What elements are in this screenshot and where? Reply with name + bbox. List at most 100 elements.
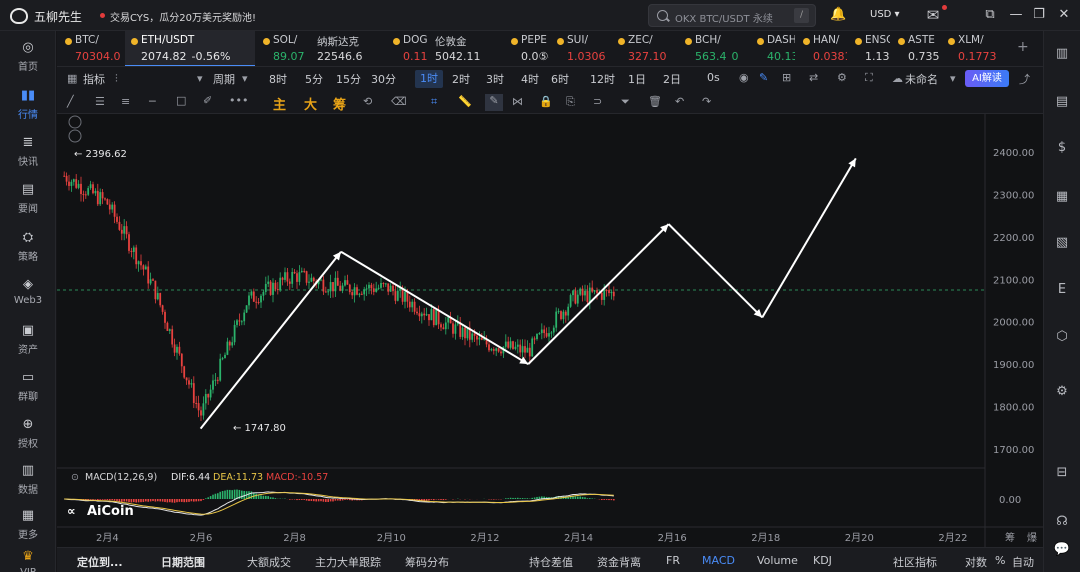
- ticker-item[interactable]: 纳斯达克 22546.6: [311, 31, 385, 66]
- ticker-item[interactable]: XLM/0.1773: [942, 31, 997, 66]
- layout-icon[interactable]: ▦: [67, 72, 78, 85]
- notes-icon[interactable]: ▤: [1055, 94, 1069, 109]
- undo-icon[interactable]: ↶: [675, 95, 685, 108]
- hex-icon[interactable]: ⬡: [1056, 329, 1068, 344]
- nav-item[interactable]: ▮▮ 行情: [0, 87, 56, 125]
- interval-tab[interactable]: 8时: [269, 73, 287, 86]
- headset-icon[interactable]: ☊: [1056, 514, 1068, 529]
- pen-icon[interactable]: ✎: [759, 71, 769, 84]
- ticker-item[interactable]: DASH 40.13-: [751, 31, 795, 66]
- nav-item[interactable]: ⊕ 授权: [0, 416, 56, 454]
- ticker-item[interactable]: BTC/70304.0: [59, 31, 125, 66]
- camera-icon[interactable]: ◉: [739, 71, 749, 84]
- date-range-button[interactable]: 日期范围: [161, 556, 205, 569]
- nav-item[interactable]: ▤ 要闻: [0, 181, 56, 219]
- crop-icon[interactable]: ⌗: [431, 95, 438, 108]
- chart-list-icon[interactable]: ▦: [1055, 189, 1069, 204]
- redo-icon[interactable]: ↷: [702, 95, 712, 108]
- bottom-tab[interactable]: Volume: [757, 554, 798, 567]
- bottom-tab[interactable]: 资金背离: [597, 556, 641, 569]
- magnet-icon[interactable]: ⊃: [593, 95, 603, 108]
- restore-window-icon[interactable]: ❐: [1033, 7, 1045, 22]
- eraser-icon[interactable]: ⌫: [391, 95, 407, 108]
- interval-tab[interactable]: 30分: [371, 73, 396, 86]
- bottom-tab[interactable]: 社区指标: [893, 556, 937, 569]
- ticker-item[interactable]: DOG 0.11577: [387, 31, 427, 66]
- interval-tab[interactable]: 15分: [336, 73, 361, 86]
- chat-bubble-icon[interactable]: 💬: [1053, 542, 1071, 557]
- interval-tab[interactable]: 3时: [486, 73, 504, 86]
- pattern-icon[interactable]: ⋈: [512, 95, 523, 108]
- ruler-icon[interactable]: 📏: [458, 95, 472, 108]
- line-draw-icon[interactable]: ✎: [485, 94, 503, 111]
- price-chart[interactable]: 2400.00 2300.00 2200.00 2100.00 2000.00 1900.…: [57, 114, 1043, 547]
- rectangle-icon[interactable]: □: [176, 94, 187, 107]
- ai-interpret-button[interactable]: AI解读: [965, 70, 1009, 87]
- trash-icon[interactable]: 🗑: [648, 95, 662, 108]
- bottom-tab[interactable]: 自动: [1012, 556, 1034, 569]
- settings-icon[interactable]: ⚙: [837, 71, 847, 84]
- interval-tab[interactable]: 5分: [305, 73, 323, 86]
- main-force-button[interactable]: 主: [273, 98, 287, 113]
- nav-item[interactable]: ▣ 资产: [0, 322, 56, 360]
- bottom-tab[interactable]: %: [995, 554, 1006, 567]
- minimize-icon[interactable]: —: [1009, 7, 1023, 22]
- interval-tab[interactable]: 2日: [663, 73, 681, 86]
- dollar-icon[interactable]: $: [1057, 140, 1067, 155]
- bottom-tab[interactable]: 大额成交: [247, 556, 291, 569]
- chart-area[interactable]: 2400.00 2300.00 2200.00 2100.00 2000.00 1900.…: [57, 114, 1043, 547]
- cloud-icon[interactable]: ☁: [892, 72, 903, 85]
- search-input[interactable]: OKX BTC/USDT 永续 /: [648, 4, 816, 27]
- layout-name-select[interactable]: 未命名: [905, 73, 938, 86]
- bottom-tab[interactable]: 对数: [965, 556, 987, 569]
- chips-button[interactable]: 筹: [333, 98, 347, 113]
- fullscreen-icon[interactable]: ⛶: [865, 71, 873, 84]
- filter-icon[interactable]: ⏷: [621, 95, 630, 108]
- nav-item[interactable]: ▦ 更多: [0, 507, 56, 545]
- interval-tab[interactable]: 1日: [628, 73, 646, 86]
- bottom-tab[interactable]: 主力大单跟踪: [315, 556, 381, 569]
- more-tools-icon[interactable]: •••: [229, 94, 249, 107]
- ticker-item[interactable]: BCH/563.4 0: [679, 31, 749, 66]
- ticker-item[interactable]: ETH/USDT 2074.82 -0.56%: [125, 31, 255, 66]
- trendline-icon[interactable]: ╱: [67, 95, 74, 108]
- ticker-item[interactable]: PEPE 0.0⑤49: [505, 31, 549, 66]
- orderbook-icon[interactable]: ▥: [1055, 46, 1069, 61]
- interval-tab[interactable]: 4时: [521, 73, 539, 86]
- large-order-button[interactable]: 大: [304, 98, 318, 113]
- promo-banner[interactable]: 交易CYS，瓜分20万美元奖励池!: [110, 13, 256, 24]
- ticker-item[interactable]: SOL/89.071.: [257, 31, 309, 66]
- ticker-item[interactable]: ZEC/327.10: [612, 31, 677, 66]
- interval-tab[interactable]: 0s: [707, 71, 720, 84]
- interval-tab[interactable]: 6时: [551, 73, 569, 86]
- add-ticker-icon[interactable]: +: [1017, 39, 1029, 55]
- copy-icon[interactable]: ⎘: [566, 95, 575, 108]
- bottom-tab[interactable]: 持仓差值: [529, 556, 573, 569]
- interval-tab[interactable]: 1时: [415, 70, 443, 88]
- cycle-icon[interactable]: ⟲: [363, 95, 373, 108]
- chart-type-icon[interactable]: ⫶: [115, 72, 118, 85]
- bottom-tab[interactable]: 筹码分布: [405, 556, 449, 569]
- bell-icon[interactable]: 🔔: [830, 7, 847, 22]
- nav-item[interactable]: ≣ 快讯: [0, 134, 56, 172]
- nav-item[interactable]: ▥ 数据: [0, 462, 56, 500]
- share-icon[interactable]: ⤴: [1019, 73, 1030, 86]
- horizontal-line-icon[interactable]: ─: [149, 95, 156, 108]
- ticker-item[interactable]: SUI/1.0306: [551, 31, 611, 66]
- popout-window-icon[interactable]: ⧉: [985, 7, 995, 22]
- period-button[interactable]: 周期: [213, 73, 235, 86]
- indicators-button[interactable]: 指标: [83, 73, 105, 86]
- currency-select[interactable]: USD ▾: [870, 9, 900, 20]
- mail-icon[interactable]: ✉: [926, 6, 940, 24]
- ticker-item[interactable]: 伦敦金 5042.11: [429, 31, 503, 66]
- parallel-channel-icon[interactable]: ≡: [121, 95, 131, 108]
- compare-icon[interactable]: ⇄: [809, 71, 819, 84]
- crosshair-icon[interactable]: ⊞: [782, 71, 792, 84]
- horizontal-lines-icon[interactable]: ☰: [95, 95, 105, 108]
- bottom-tab[interactable]: FR: [666, 554, 680, 567]
- lock-icon[interactable]: 🔒: [539, 95, 553, 108]
- nav-item[interactable]: ◎ 首页: [0, 39, 56, 77]
- etf-icon[interactable]: E: [1057, 282, 1067, 297]
- bottom-tab[interactable]: MACD: [702, 554, 735, 567]
- ticker-item[interactable]: ENSO 1.1393: [849, 31, 890, 66]
